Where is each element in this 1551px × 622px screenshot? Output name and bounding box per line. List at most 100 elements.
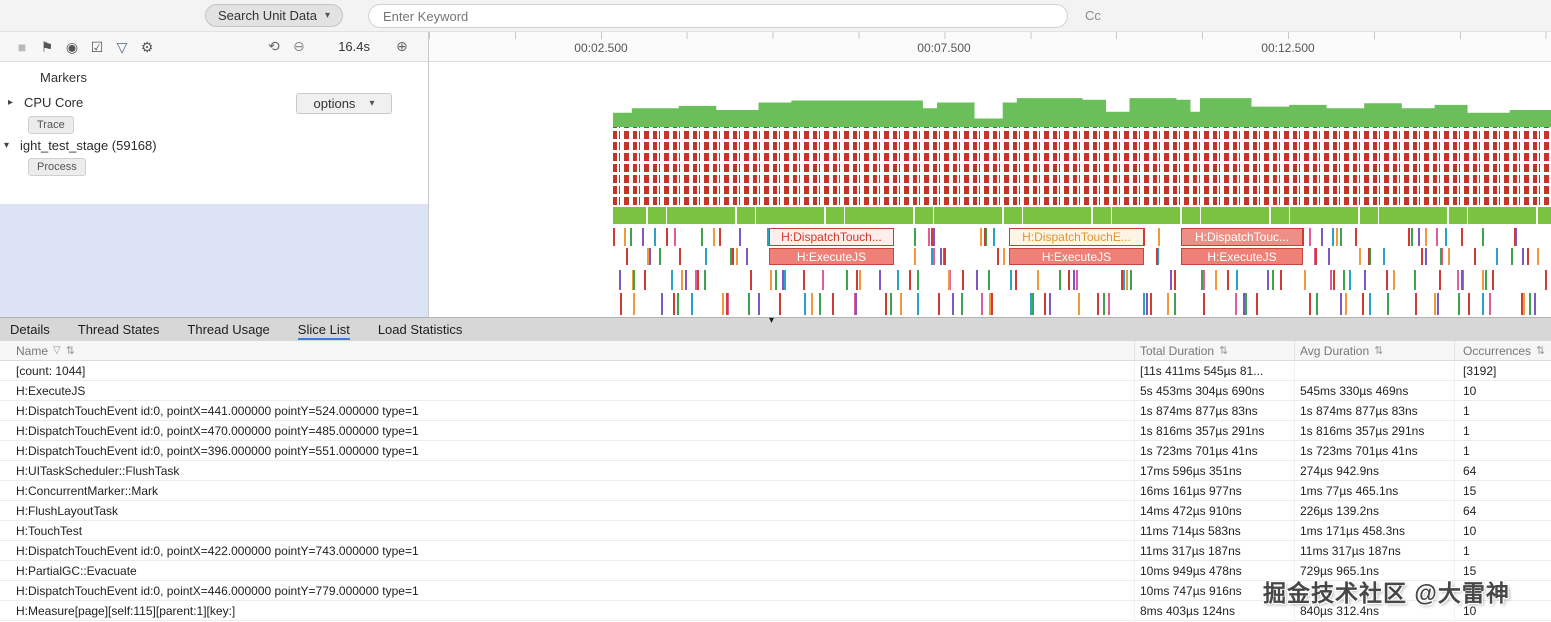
cpu-core-track-row[interactable]: ▸ CPU Core: [8, 95, 83, 110]
table-row[interactable]: H:DispatchTouchEvent id:0, pointX=470.00…: [0, 421, 1551, 441]
zoom-in-icon[interactable]: ⊕: [396, 38, 408, 54]
match-case-toggle[interactable]: Cc: [1085, 8, 1101, 23]
chevron-down-icon: ▾: [369, 98, 375, 109]
table-cell-total: 11ms 714µs 583ns: [1135, 521, 1295, 540]
cpu-usage-chart: [613, 98, 1551, 127]
table-cell-name: H:ConcurrentMarker::Mark: [0, 481, 1135, 500]
thread-state-bar[interactable]: [613, 207, 1551, 224]
table-row[interactable]: H:DispatchTouchEvent id:0, pointX=446.00…: [0, 581, 1551, 601]
tab-load-statistics[interactable]: Load Statistics: [377, 322, 463, 337]
table-cell-occ: [1455, 581, 1551, 600]
sort-icon[interactable]: ⇅: [1219, 345, 1229, 357]
table-cell-total: 16ms 161µs 977ns: [1135, 481, 1295, 500]
table-cell-total: 5s 453ms 304µs 690ns: [1135, 381, 1295, 400]
slice-tick-row[interactable]: [613, 293, 1551, 315]
target-icon[interactable]: ◉: [65, 38, 79, 55]
table-row[interactable]: H:DispatchTouchEvent id:0, pointX=396.00…: [0, 441, 1551, 461]
sort-icon[interactable]: ⇅: [1536, 345, 1546, 357]
timeline-ruler[interactable]: 00:02.500 00:07.500 00:12.500: [428, 32, 1551, 62]
table-cell-name: H:DispatchTouchEvent id:0, pointX=396.00…: [0, 441, 1135, 460]
table-row[interactable]: H:DispatchTouchEvent id:0, pointX=422.00…: [0, 541, 1551, 561]
table-cell-total: 10ms 747µs 916ns: [1135, 581, 1295, 600]
top-search-bar: Search Unit Data ▾ Cc: [0, 0, 1551, 32]
table-cell-avg: 274µs 942.9ns: [1295, 461, 1455, 480]
table-cell-total: 14ms 472µs 910ns: [1135, 501, 1295, 520]
settings-gear-icon[interactable]: ⚙: [140, 38, 154, 55]
slice-dispatch-touch-2[interactable]: H:DispatchTouchE...: [1009, 228, 1144, 246]
cpu-options-dropdown[interactable]: options ▾: [296, 93, 392, 114]
collapse-arrow-icon[interactable]: ▾: [4, 140, 10, 151]
selected-track-highlight[interactable]: [0, 204, 428, 317]
process-label: ight_test_stage (59168): [20, 138, 157, 153]
track-name-panel: Markers ▸ CPU Core Trace options ▾ ▾ igh…: [0, 62, 428, 317]
trace-marks-region[interactable]: [613, 127, 1551, 205]
column-header-total-duration[interactable]: Total Duration ⇅: [1135, 341, 1295, 360]
slice-dispatch-touch-3[interactable]: H:DispatchTouc...: [1181, 228, 1303, 246]
slice-executejs-3[interactable]: H:ExecuteJS: [1181, 248, 1303, 265]
search-scope-label: Search Unit Data: [218, 8, 317, 23]
column-header-occurrences[interactable]: Occurrences ⇅: [1455, 341, 1551, 360]
sort-icon[interactable]: ⇅: [1374, 345, 1384, 357]
column-avg-label: Avg Duration: [1300, 343, 1370, 358]
table-cell-name: H:UITaskScheduler::FlushTask: [0, 461, 1135, 480]
flag-icon[interactable]: ⚑: [40, 38, 54, 55]
cpu-options-label: options: [313, 96, 356, 111]
expand-arrow-icon[interactable]: ▸: [8, 97, 14, 108]
filter-icon[interactable]: ▽: [116, 38, 128, 55]
table-cell-occ: 64: [1463, 503, 1477, 518]
slice-table-body: [count: 1044] [11s 411ms 545µs 81... [3192…: [0, 361, 1551, 622]
stop-capture-icon[interactable]: ■: [17, 39, 27, 55]
table-row[interactable]: H:FlushLayoutTask 14ms 472µs 910ns 226µs 1…: [0, 501, 1551, 521]
table-row[interactable]: H:UITaskScheduler::FlushTask 17ms 596µs 3…: [0, 461, 1551, 481]
trace-duration-label: 16.4s: [338, 39, 370, 54]
column-header-avg-duration[interactable]: Avg Duration ⇅: [1295, 341, 1455, 360]
column-name-label: Name: [16, 343, 49, 358]
table-cell-total: 17ms 596µs 351ns: [1135, 461, 1295, 480]
column-header-name[interactable]: Name ▽ ⇅: [0, 341, 1135, 360]
search-scope-dropdown[interactable]: Search Unit Data ▾: [205, 4, 344, 27]
process-badge: Process: [28, 158, 86, 176]
table-cell-name: H:FlushLayoutTask: [0, 501, 1135, 520]
table-cell-occ: [3192]: [1463, 363, 1497, 378]
table-cell-name: H:DispatchTouchEvent id:0, pointX=446.00…: [0, 581, 1135, 600]
slice-executejs-1[interactable]: H:ExecuteJS: [769, 248, 894, 265]
bottom-tab-bar: ▾ Details Thread States Thread Usage Sli…: [0, 315, 1551, 342]
table-cell-occ: 15: [1463, 563, 1477, 578]
checklist-icon[interactable]: ☑: [90, 38, 104, 55]
slice-executejs-2[interactable]: H:ExecuteJS: [1009, 248, 1144, 265]
table-cell-avg: 545ms 330µs 469ns: [1295, 381, 1455, 400]
keyword-search-input[interactable]: [368, 4, 1068, 28]
slice-dispatch-touch-1[interactable]: H:DispatchTouch...: [769, 228, 894, 246]
table-row[interactable]: H:DispatchTouchEvent id:0, pointX=441.00…: [0, 401, 1551, 421]
table-row[interactable]: H:Measure[page][self:115][parent:1][key:…: [0, 601, 1551, 621]
column-filter-icon[interactable]: ▽: [53, 345, 61, 356]
table-row[interactable]: H:ExecuteJS 5s 453ms 304µs 690ns 545ms 330…: [0, 381, 1551, 401]
table-cell-occ: 10: [1463, 383, 1477, 398]
zoom-out-icon[interactable]: ⊖: [293, 38, 305, 54]
table-row[interactable]: H:PartialGC::Evacuate 10ms 949µs 478ns 729…: [0, 561, 1551, 581]
ruler-tick-label: 00:02.500: [574, 41, 628, 55]
tab-details[interactable]: Details: [10, 322, 50, 337]
table-row[interactable]: [count: 1044] [11s 411ms 545µs 81... [3192…: [0, 361, 1551, 381]
timeline-canvas[interactable]: H:DispatchTouch... H:ExecuteJS H:Dispatc…: [428, 62, 1551, 317]
tab-thread-states[interactable]: Thread States: [77, 322, 160, 337]
table-cell-total: 1s 723ms 701µs 41ns: [1135, 441, 1295, 460]
slice-tick-row[interactable]: [613, 270, 1551, 290]
panel-collapse-handle[interactable]: ▾: [769, 315, 775, 326]
table-row[interactable]: H:TouchTest 11ms 714µs 583ns 1ms 171µs 458…: [0, 521, 1551, 541]
table-row[interactable]: H:ConcurrentMarker::Mark 16ms 161µs 977ns…: [0, 481, 1551, 501]
table-cell-occ: 64: [1463, 463, 1477, 478]
table-cell-avg: 1s 723ms 701µs 41ns: [1295, 441, 1455, 460]
table-cell-occ: 1: [1463, 403, 1470, 418]
sort-icon[interactable]: ⇅: [65, 345, 75, 357]
trace-main-area: Markers ▸ CPU Core Trace options ▾ ▾ igh…: [0, 62, 1551, 317]
tab-slice-list[interactable]: Slice List: [297, 318, 350, 342]
process-track-row[interactable]: ▾ ight_test_stage (59168): [4, 138, 157, 153]
table-cell-avg: [1295, 361, 1455, 380]
slice-table-header: Name ▽ ⇅ Total Duration ⇅ Avg Duration ⇅…: [0, 341, 1551, 361]
tab-thread-usage[interactable]: Thread Usage: [187, 322, 270, 337]
trace-badge: Trace: [28, 116, 74, 134]
reset-zoom-icon[interactable]: ⟲: [268, 38, 280, 54]
column-total-label: Total Duration: [1140, 343, 1215, 358]
table-cell-occ: 1: [1463, 443, 1470, 458]
